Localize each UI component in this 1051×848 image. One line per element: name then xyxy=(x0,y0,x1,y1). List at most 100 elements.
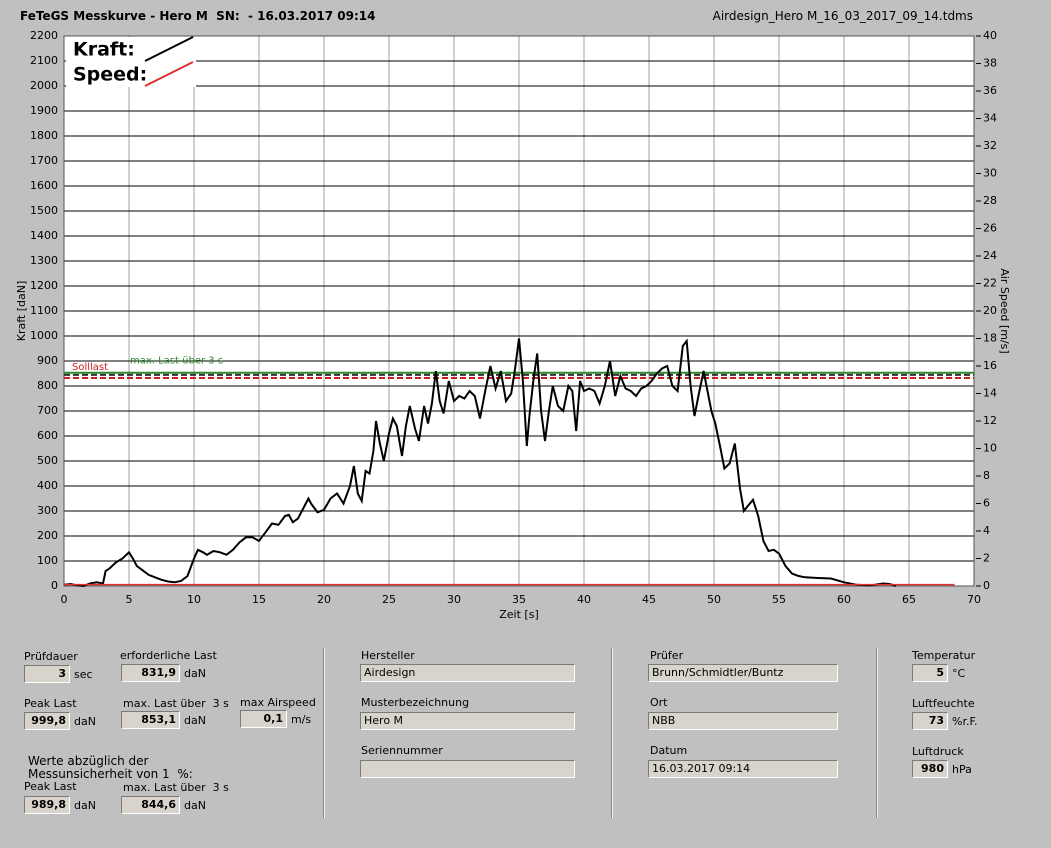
y-tick-label: 1900 xyxy=(30,104,58,117)
field-unit: daN xyxy=(74,799,96,812)
y2-tick-label: 22 xyxy=(983,277,997,290)
x-tick-label: 45 xyxy=(642,593,656,606)
y-tick-label: 1800 xyxy=(30,129,58,142)
field-unit: %r.F. xyxy=(952,715,978,728)
separator xyxy=(876,648,878,818)
note-text: Werte abzüglich der xyxy=(28,754,149,768)
field-label: Peak Last xyxy=(24,780,77,793)
y2-tick-label: 6 xyxy=(983,497,990,510)
field-unit: daN xyxy=(184,799,206,812)
window-title: FeTeGS Messkurve - Hero M SN: - 16.03.20… xyxy=(20,9,376,23)
chart: 0 5 10 15 20 25 30 35 40 45 50 55 60 65 70010020030040… xyxy=(15,29,1011,621)
y2-tick-label: 2 xyxy=(983,552,990,565)
y2-tick-label: 34 xyxy=(983,112,997,125)
y-tick-label: 200 xyxy=(37,529,58,542)
y-tick-label: 900 xyxy=(37,354,58,367)
legend-label: Speed: xyxy=(73,64,147,86)
reference-label: max. Last über 3 s xyxy=(130,356,223,367)
x-tick-label: 40 xyxy=(577,593,591,606)
field-label: max. Last über 3 s xyxy=(123,697,229,710)
field-unit: daN xyxy=(184,714,206,727)
y2-tick-label: 18 xyxy=(983,332,997,345)
field-value: 5 xyxy=(912,664,948,682)
plot-border xyxy=(63,35,975,587)
field-value: 999,8 xyxy=(24,712,70,730)
field-value: 853,1 xyxy=(121,711,180,729)
field-label: Hersteller xyxy=(361,649,415,662)
y2-tick-label: 38 xyxy=(983,57,997,70)
field-label: Peak Last xyxy=(24,697,77,710)
y2-tick-label: 10 xyxy=(983,442,997,455)
y2-tick-label: 14 xyxy=(983,387,997,400)
reference-label: Solllast xyxy=(72,362,108,373)
y-tick-label: 1400 xyxy=(30,229,58,242)
y2-tick-label: 0 xyxy=(983,579,990,592)
y2-tick-label: 30 xyxy=(983,167,997,180)
x-tick-label: 30 xyxy=(447,593,461,606)
y-tick-label: 600 xyxy=(37,429,58,442)
field-label: Luftdruck xyxy=(912,745,964,758)
y-tick-label: 1700 xyxy=(30,154,58,167)
legend-label: Kraft: xyxy=(73,39,135,61)
note-text: Messunsicherheit von 1 %: xyxy=(28,767,193,781)
y-tick-label: 1000 xyxy=(30,329,58,342)
field-value: Airdesign xyxy=(360,664,575,682)
field-value: Hero M xyxy=(360,712,575,730)
field-label: Seriennummer xyxy=(361,744,443,757)
field-label: Prüfer xyxy=(650,649,684,662)
y-tick-label: 800 xyxy=(37,379,58,392)
separator xyxy=(611,648,613,818)
y2-tick-label: 28 xyxy=(983,194,997,207)
y-tick-label: 1100 xyxy=(30,304,58,317)
x-tick-label: 65 xyxy=(902,593,916,606)
x-tick-label: 15 xyxy=(252,593,266,606)
field-label: Ort xyxy=(650,696,668,709)
y2-tick-label: 24 xyxy=(983,249,997,262)
field-unit: hPa xyxy=(952,763,972,776)
field-value: 844,6 xyxy=(121,796,180,814)
y-tick-label: 1200 xyxy=(30,279,58,292)
field-value: 16.03.2017 09:14 xyxy=(648,760,838,778)
x-tick-label: 0 xyxy=(61,593,68,606)
x-tick-label: 55 xyxy=(772,593,786,606)
x-tick-label: 25 xyxy=(382,593,396,606)
field-label: erforderliche Last xyxy=(120,649,217,662)
x-tick-label: 5 xyxy=(126,593,133,606)
x-tick-label: 10 xyxy=(187,593,201,606)
y-tick-label: 0 xyxy=(51,579,58,592)
y-tick-label: 1300 xyxy=(30,254,58,267)
field-label: Temperatur xyxy=(912,649,976,662)
x-tick-label: 60 xyxy=(837,593,851,606)
y2-tick-label: 20 xyxy=(983,304,997,317)
file-name: Airdesign_Hero M_16_03_2017_09_14.tdms xyxy=(712,9,973,23)
x-axis-label: Zeit [s] xyxy=(499,608,538,621)
field-unit: daN xyxy=(184,667,206,680)
field-label: Luftfeuchte xyxy=(912,697,975,710)
field-unit: °C xyxy=(952,667,966,680)
y-tick-label: 500 xyxy=(37,454,58,467)
y-tick-label: 1500 xyxy=(30,204,58,217)
legend-swatch xyxy=(144,61,194,87)
y2-tick-label: 40 xyxy=(983,29,997,42)
field-label: max. Last über 3 s xyxy=(123,781,229,794)
field-label: Prüfdauer xyxy=(24,650,78,663)
x-tick-label: 35 xyxy=(512,593,526,606)
x-tick-label: 20 xyxy=(317,593,331,606)
y-tick-label: 100 xyxy=(37,554,58,567)
field-value: NBB xyxy=(648,712,838,730)
y2-axis-label: Air Speed [m/s] xyxy=(998,268,1011,353)
field-unit: daN xyxy=(74,715,96,728)
y2-tick-label: 4 xyxy=(983,524,990,537)
field-value: 989,8 xyxy=(24,796,70,814)
field-value xyxy=(360,760,575,778)
field-value: 980 xyxy=(912,760,948,778)
field-unit: m/s xyxy=(291,713,312,726)
field-value: 3 xyxy=(24,665,70,683)
y-tick-label: 2000 xyxy=(30,79,58,92)
x-tick-label: 50 xyxy=(707,593,721,606)
y2-tick-label: 36 xyxy=(983,84,997,97)
x-tick-label: 70 xyxy=(967,593,981,606)
y2-tick-label: 32 xyxy=(983,139,997,152)
field-value: Brunn/Schmidtler/Buntz xyxy=(648,664,838,682)
field-label: Musterbezeichnung xyxy=(361,696,470,709)
